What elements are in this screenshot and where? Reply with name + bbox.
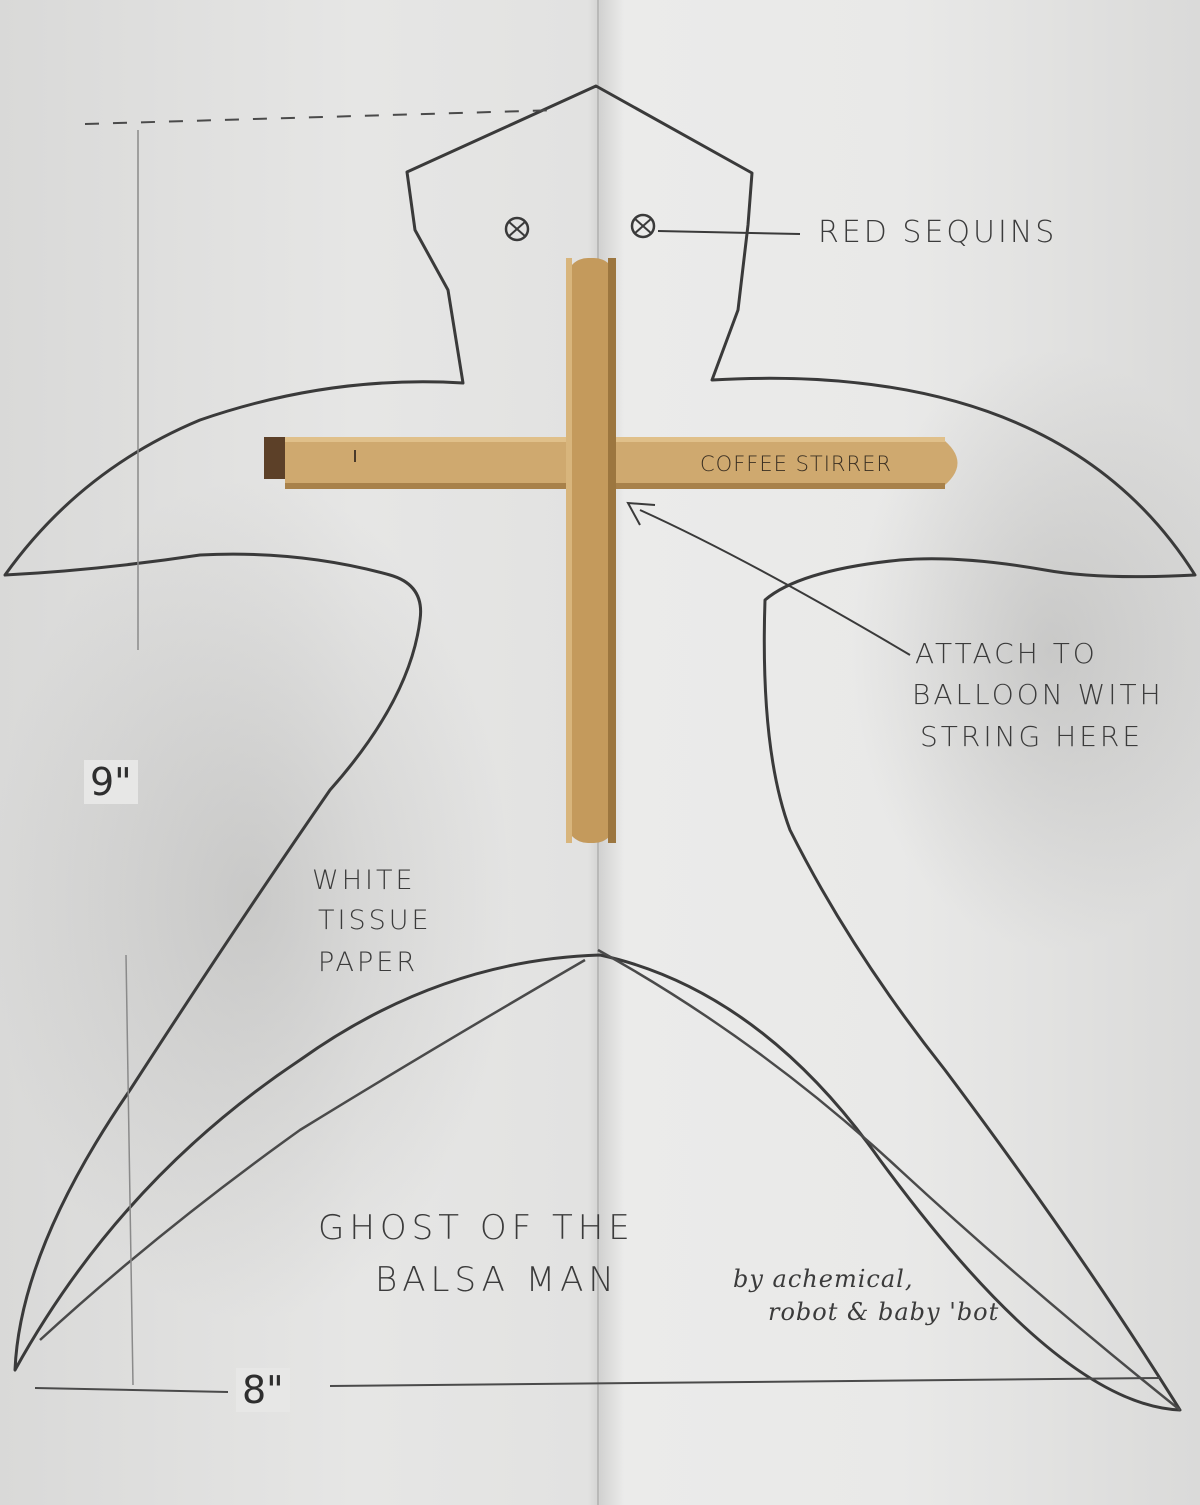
width-dimension-line-left [34,1387,229,1393]
tissue-label-line3: PAPER [318,947,419,978]
height-dimension-line-lower [125,954,134,1386]
attach-label-line3: STRING HERE [920,720,1144,753]
arrow-head [626,501,656,526]
coffee-stirrer-label: COFFEE STIRRER [700,452,892,476]
top-dashed-line [84,109,561,125]
tissue-label-line1: WHITE [312,865,416,896]
coffee-stirrer-vertical [566,258,616,843]
sequins-leader-line [657,230,801,235]
height-dimension-label: 9" [84,760,138,804]
width-dimension-line-right [329,1377,1161,1387]
balloon-attach-arrow [639,509,911,656]
inner-body-line-left [39,958,586,1341]
tissue-label-line2: TISSUE [318,905,432,936]
credit-line1: by achemical, [733,1265,914,1293]
title-line2: BALSA MAN [375,1260,619,1300]
sequin-eye-left [504,216,530,242]
inner-body-line-right [597,948,1181,1411]
red-sequins-label: RED SEQUINS [818,215,1058,250]
sequin-eye-right [630,213,656,239]
credit-line2: robot & baby 'bot [768,1298,1000,1326]
ghost-outline [3,84,1197,1412]
title-line1: GHOST OF THE [318,1208,635,1248]
attach-label-line2: BALLOON WITH [912,678,1164,711]
width-dimension-label: 8" [236,1368,290,1412]
attach-label-line1: ATTACH TO [915,637,1098,670]
